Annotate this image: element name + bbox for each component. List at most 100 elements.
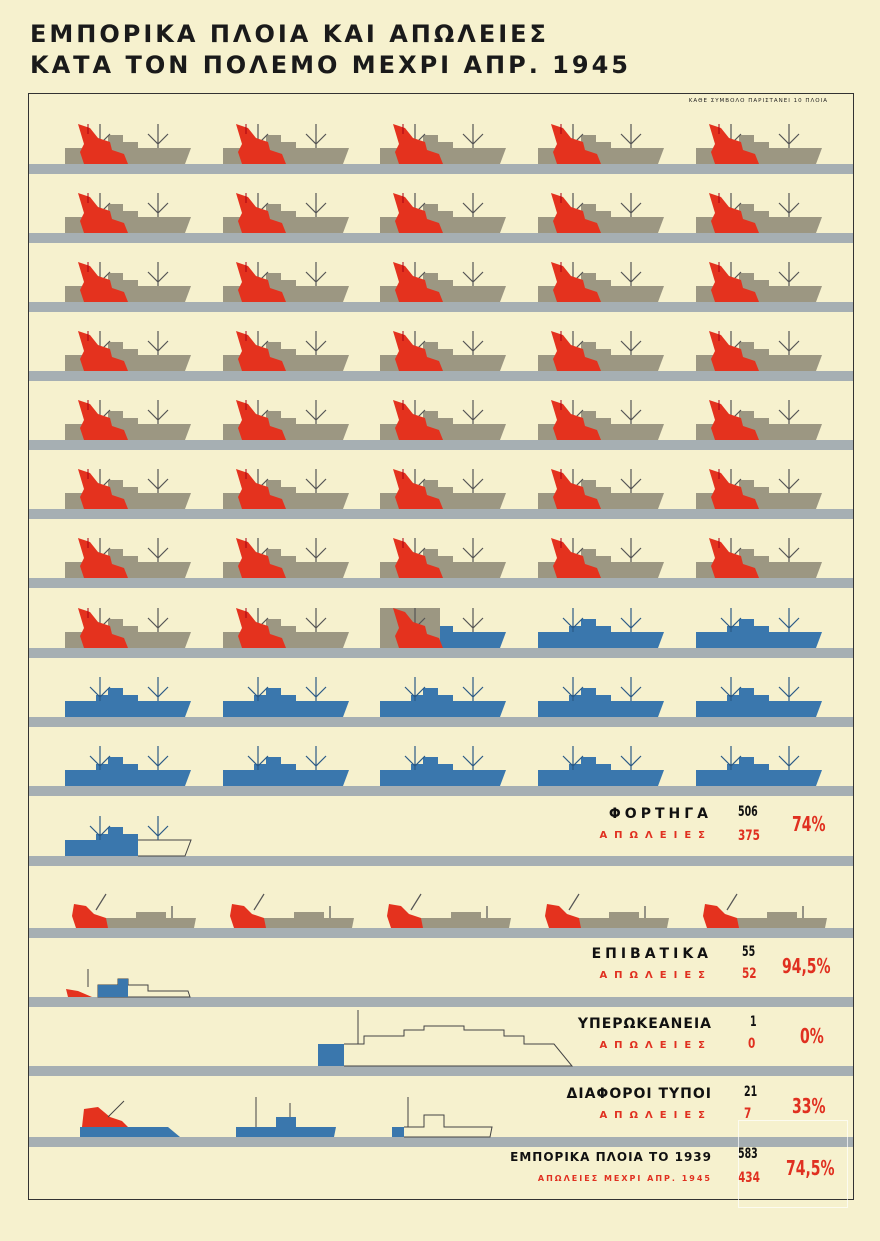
sinking-ship bbox=[551, 262, 601, 302]
cargo-ship-hull bbox=[223, 688, 349, 717]
sinking-ship bbox=[236, 400, 286, 440]
cargo-ship-symbol bbox=[223, 746, 349, 786]
cargo-ship-masts bbox=[562, 677, 642, 701]
sinking-ship bbox=[78, 538, 128, 578]
cargo-ship-hull bbox=[65, 688, 191, 717]
cargo-ship-symbol bbox=[380, 677, 506, 717]
cargo-ship-hull bbox=[223, 757, 349, 786]
cargo-ship-masts bbox=[247, 677, 327, 701]
cargo-ship-symbol bbox=[696, 608, 822, 648]
misc-ship-hull bbox=[392, 1127, 404, 1137]
sea-band bbox=[29, 1137, 853, 1147]
sinking-ship bbox=[551, 538, 601, 578]
cargo-ship-symbol bbox=[538, 400, 664, 440]
cargo-ship-hull bbox=[538, 619, 664, 648]
cargo-ship-symbol bbox=[696, 538, 822, 578]
sea-band bbox=[29, 997, 853, 1007]
sinking-ship bbox=[709, 400, 759, 440]
cargo-ship-masts bbox=[247, 746, 327, 770]
misc-loss-label: ΑΠΩΛΕΙΕΣ bbox=[599, 1110, 712, 1121]
cargo-ship-symbol bbox=[65, 677, 191, 717]
cargo-ship-symbol bbox=[538, 469, 664, 509]
cargo-ship-symbol bbox=[380, 608, 506, 648]
cargo-total: 506 bbox=[738, 804, 758, 820]
passenger-lost: 52 bbox=[742, 966, 757, 982]
passenger-ship-mast bbox=[410, 893, 422, 911]
cargo-ship-symbol bbox=[65, 193, 191, 233]
cargo-ship-masts bbox=[89, 816, 169, 840]
cargo-lost: 375 bbox=[738, 828, 760, 844]
cargo-ship-symbol bbox=[223, 469, 349, 509]
summary-lost: 434 bbox=[738, 1170, 760, 1186]
sinking-ship bbox=[78, 124, 128, 164]
cargo-ship-symbol bbox=[380, 331, 506, 371]
ocean-liner-symbol bbox=[318, 1010, 574, 1067]
cargo-ship-symbol bbox=[65, 469, 191, 509]
sea-band bbox=[29, 509, 853, 519]
cargo-ship-symbol bbox=[380, 124, 506, 164]
cargo-ship-symbol bbox=[380, 746, 506, 786]
sinking-ship bbox=[236, 538, 286, 578]
cargo-ship-masts bbox=[404, 746, 484, 770]
cargo-ship-masts bbox=[404, 677, 484, 701]
sinking-ship bbox=[72, 904, 108, 928]
cargo-ship-masts bbox=[720, 677, 800, 701]
cargo-ship-symbol bbox=[65, 124, 191, 164]
liner-loss-label: ΑΠΩΛΕΙΕΣ bbox=[599, 1040, 712, 1051]
cargo-ship-symbol bbox=[65, 746, 191, 786]
cargo-ship-symbol bbox=[696, 331, 822, 371]
sinking-ship bbox=[78, 331, 128, 371]
sinking-ship bbox=[78, 400, 128, 440]
cargo-ship-symbol bbox=[696, 469, 822, 509]
cargo-ship-symbol bbox=[65, 331, 191, 371]
passenger-loss-label: ΑΠΩΛΕΙΕΣ bbox=[599, 970, 712, 981]
sinking-ship bbox=[236, 608, 286, 648]
sinking-ship bbox=[78, 608, 128, 648]
passenger-ship-symbol bbox=[387, 893, 511, 928]
cargo-ship-symbol bbox=[380, 469, 506, 509]
cargo-ship-hull bbox=[696, 619, 822, 648]
misc-ship-mast bbox=[107, 1100, 125, 1118]
passenger-ship-mast bbox=[726, 893, 738, 911]
cargo-ship-hull bbox=[65, 757, 191, 786]
cargo-ship-hull bbox=[538, 688, 664, 717]
cargo-ship-symbol bbox=[538, 746, 664, 786]
poster-title-line-2: ΚΑΤΑ ΤΟΝ ΠΟΛΕΜΟ ΜΕΧΡΙ ΑΠΡ. 1945 bbox=[30, 51, 631, 79]
passenger-ship-mast bbox=[568, 893, 580, 911]
cargo-ship-symbol bbox=[65, 816, 192, 857]
misc-lost: 7 bbox=[744, 1106, 752, 1122]
liner-lost: 0 bbox=[748, 1036, 756, 1052]
cargo-ship-symbol bbox=[223, 331, 349, 371]
cargo-ship-masts bbox=[720, 746, 800, 770]
cargo-ship-symbol bbox=[538, 124, 664, 164]
misc-ship-mast bbox=[255, 1097, 291, 1127]
sea-band bbox=[29, 717, 853, 727]
passenger-ship-hull bbox=[421, 912, 511, 928]
sinking-ship bbox=[551, 124, 601, 164]
cargo-ship-symbol bbox=[696, 400, 822, 440]
sea-band bbox=[29, 371, 853, 381]
misc-ship-outline bbox=[404, 1114, 493, 1138]
sea-band bbox=[29, 648, 853, 658]
sinking-ship bbox=[709, 469, 759, 509]
cargo-ship-hull bbox=[380, 688, 506, 717]
liner-total: 1 bbox=[750, 1014, 757, 1030]
sinking-ship bbox=[551, 331, 601, 371]
cargo-ship-hull bbox=[380, 757, 506, 786]
sinking-ship bbox=[551, 400, 601, 440]
cargo-ship-masts bbox=[562, 746, 642, 770]
watermark bbox=[738, 1120, 848, 1208]
cargo-ship-symbol bbox=[223, 193, 349, 233]
cargo-label: ΦΟΡΤΗΓΑ bbox=[608, 806, 712, 822]
misc-ship-hull bbox=[236, 1117, 336, 1137]
sinking-ship bbox=[66, 989, 92, 997]
sinking-ship bbox=[236, 331, 286, 371]
cargo-ship-symbol bbox=[538, 608, 664, 648]
sea-band bbox=[29, 164, 853, 174]
cargo-ship-symbol bbox=[380, 538, 506, 578]
sinking-ship bbox=[236, 193, 286, 233]
sinking-ship bbox=[551, 193, 601, 233]
sinking-ship bbox=[545, 904, 581, 928]
passenger-ship-mast bbox=[253, 893, 265, 911]
